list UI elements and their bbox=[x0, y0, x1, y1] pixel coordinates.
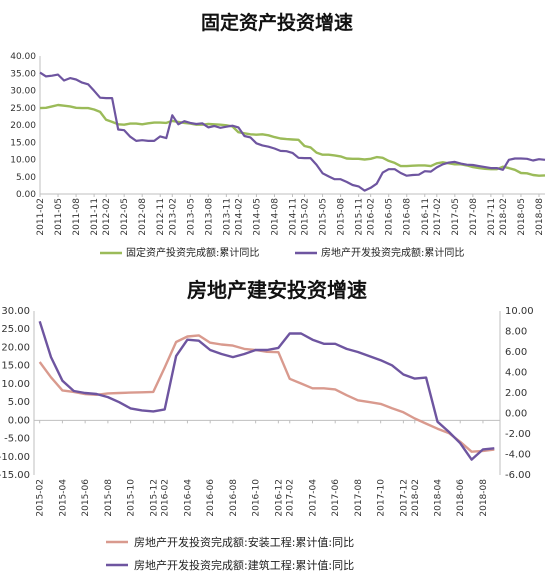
x-tick-label: 2016-12 bbox=[274, 479, 284, 517]
y-tick-label: 5.00 bbox=[16, 173, 36, 183]
x-tick-label: 2016-02 bbox=[161, 479, 171, 517]
x-tick-label: 2012-11 bbox=[156, 198, 166, 236]
x-tick-label: 2018-02 bbox=[499, 198, 509, 236]
legend-label-1: 固定资产投资完成额:累计同比 bbox=[126, 246, 259, 259]
x-tick-label: 2015-04 bbox=[58, 479, 68, 517]
y-tick-label: 10.00 bbox=[10, 156, 36, 166]
y-right-tick-label: 6.00 bbox=[505, 347, 527, 358]
x-tick-label: 2011-02 bbox=[36, 198, 46, 236]
x-tick-label: 2016-04 bbox=[183, 479, 193, 517]
x-tick-label: 2011-08 bbox=[72, 198, 82, 236]
x-tick-label: 2015-06 bbox=[81, 479, 91, 517]
y-right-tick-label: -2.00 bbox=[505, 429, 531, 440]
x-tick-label: 2016-10 bbox=[252, 479, 262, 517]
x-tick-label: 2018-05 bbox=[517, 198, 527, 236]
x-tick-label: 2015-02 bbox=[301, 198, 311, 236]
y-left-tick-label: 20.00 bbox=[1, 342, 30, 353]
x-tick-label: 2014-05 bbox=[252, 198, 262, 236]
y-tick-label: 0.00 bbox=[16, 190, 36, 200]
x-tick-label: 2017-10 bbox=[377, 479, 387, 517]
y-tick-label: 20.00 bbox=[10, 121, 36, 131]
x-tick-label: 2018-08 bbox=[479, 479, 489, 517]
y-right-tick-label: 2.00 bbox=[505, 388, 527, 399]
x-tick-label: 2018-02 bbox=[411, 479, 421, 517]
x-tick-label: 2014-02 bbox=[234, 198, 244, 236]
y-left-tick-label: 15.00 bbox=[1, 361, 30, 372]
y-tick-label: 40.00 bbox=[10, 52, 36, 62]
x-tick-label: 2017-08 bbox=[354, 479, 364, 517]
x-tick-label: 2011-05 bbox=[54, 198, 64, 236]
y-right-tick-label: 4.00 bbox=[505, 368, 527, 379]
y-left-tick-label: 25.00 bbox=[1, 324, 30, 335]
x-tick-label: 2015-10 bbox=[127, 479, 137, 517]
x-tick-label: 2014-11 bbox=[289, 198, 299, 236]
x-tick-label: 2017-05 bbox=[451, 198, 461, 236]
x-tick-label: 2012-02 bbox=[102, 198, 112, 236]
y-left-tick-label: 30.00 bbox=[1, 306, 30, 317]
chart-canvas: 0.00 5.00 10.00 15.00 20.00 25.00 30.00 35.00 40… bbox=[10, 52, 546, 259]
y-right-tick-label: -6.00 bbox=[505, 470, 531, 481]
y-tick-label: 30.00 bbox=[10, 87, 36, 97]
x-tick-label: 2017-11 bbox=[487, 198, 497, 236]
x-tick-label: 2015-11 bbox=[355, 198, 365, 236]
y-tick-label: 15.00 bbox=[10, 138, 36, 148]
y-right-tick-label: -4.00 bbox=[505, 450, 531, 461]
y-left-tick-label: 0.00 bbox=[8, 415, 30, 426]
x-tick-label: 2015-05 bbox=[319, 198, 329, 236]
chart-real-estate-construction-investment: 房地产建安投资增速 -15.00 -10.00 -5.00 0.00 5.00 10.00… bbox=[0, 270, 554, 582]
x-tick-label: 2018-06 bbox=[456, 479, 466, 517]
x-tick-label: 2017-06 bbox=[331, 479, 341, 517]
series-line-2 bbox=[39, 71, 546, 192]
x-tick-label: 2013-05 bbox=[186, 198, 196, 236]
chart-title: 固定资产投资增速 bbox=[200, 12, 353, 34]
y-right-tick-label: 8.00 bbox=[505, 327, 527, 338]
x-tick-label: 2016-06 bbox=[206, 479, 216, 517]
x-tick-label: 2012-08 bbox=[138, 198, 148, 236]
chart-canvas: -15.00 -10.00 -5.00 0.00 5.00 10.00 15.00 20.00… bbox=[0, 306, 534, 572]
x-tick-label: 2015-08 bbox=[104, 479, 114, 517]
x-tick-label: 2016-08 bbox=[229, 479, 239, 517]
x-tick-label: 2014-08 bbox=[270, 198, 280, 236]
x-tick-label: 2015-12 bbox=[149, 479, 159, 517]
y-tick-label: 35.00 bbox=[10, 69, 36, 79]
y-left-tick-label: -5.00 bbox=[4, 434, 30, 445]
x-tick-label: 2017-08 bbox=[469, 198, 479, 236]
x-tick-label: 2017-12 bbox=[399, 479, 409, 517]
series-line-2 bbox=[38, 320, 495, 461]
x-tick-label: 2013-08 bbox=[204, 198, 214, 236]
x-tick-label: 2011-11 bbox=[90, 198, 100, 236]
legend-label-1: 房地产开发投资完成额:安装工程:累计值:同比 bbox=[134, 535, 354, 549]
x-tick-label: 2018-04 bbox=[433, 479, 443, 517]
x-tick-label: 2012-05 bbox=[120, 198, 130, 236]
x-tick-label: 2017-04 bbox=[308, 479, 318, 517]
x-tick-label: 2016-02 bbox=[367, 198, 377, 236]
x-tick-label: 2016-05 bbox=[385, 198, 395, 236]
x-tick-label: 2015-08 bbox=[337, 198, 347, 236]
x-tick-label: 2017-02 bbox=[433, 198, 443, 236]
y-left-tick-label: -15.00 bbox=[0, 470, 30, 481]
x-tick-label: 2016-11 bbox=[421, 198, 431, 236]
y-left-tick-label: 5.00 bbox=[8, 397, 30, 408]
y-left-tick-label: 10.00 bbox=[1, 379, 30, 390]
chart-title: 房地产建安投资增速 bbox=[187, 278, 367, 302]
y-left-tick-label: -10.00 bbox=[0, 452, 30, 463]
x-tick-label: 2013-11 bbox=[222, 198, 232, 236]
x-tick-label: 2018-08 bbox=[535, 198, 545, 236]
series-line-1 bbox=[38, 334, 495, 453]
x-tick-label: 2015-02 bbox=[36, 479, 46, 517]
x-tick-label: 2013-02 bbox=[168, 198, 178, 236]
x-tick-label: 2017-02 bbox=[286, 479, 296, 517]
chart-fixed-asset-investment: 固定资产投资增速 0.00 5.00 10.00 15.00 20.00 25.00 30.… bbox=[0, 0, 554, 268]
legend-label-2: 房地产开发投资完成额:累计同比 bbox=[321, 246, 464, 259]
y-right-tick-label: 0.00 bbox=[505, 409, 527, 420]
x-tick-label: 2016-08 bbox=[403, 198, 413, 236]
y-tick-label: 25.00 bbox=[10, 104, 36, 114]
legend-label-2: 房地产开发投资完成额:建筑工程:累计值:同比 bbox=[134, 558, 354, 572]
y-right-tick-label: 10.00 bbox=[505, 306, 534, 317]
